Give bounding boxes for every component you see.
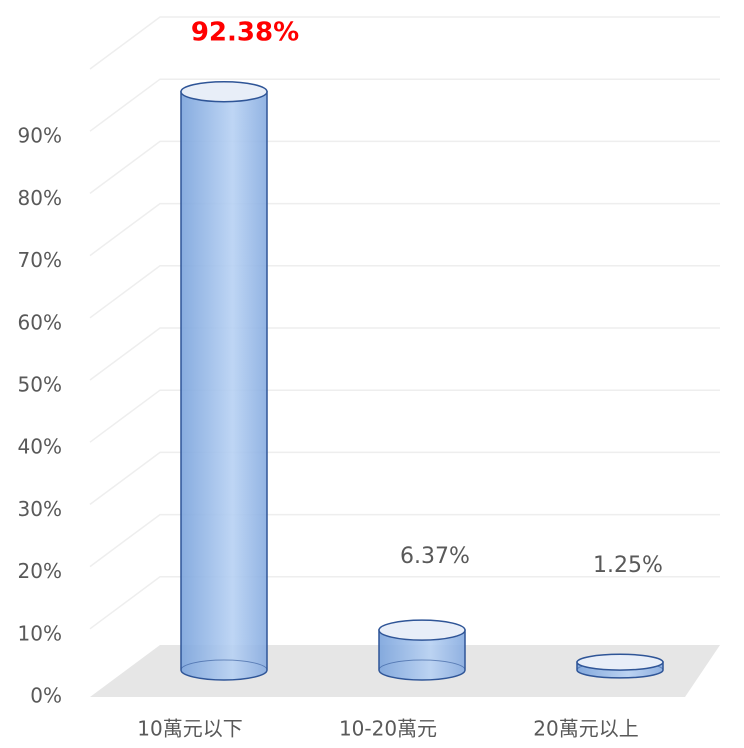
cylinder-part <box>576 653 664 671</box>
y-tick-label: 20% <box>18 559 62 583</box>
grid-line <box>89 327 720 381</box>
x-tick-label: 10-20萬元 <box>339 717 437 741</box>
y-tick-label: 60% <box>18 310 62 334</box>
value-label: 92.38% <box>191 18 299 48</box>
grid-line <box>89 202 720 257</box>
cylinder-part <box>180 90 268 681</box>
y-tick-label: 40% <box>18 435 62 459</box>
grid-line <box>89 78 720 132</box>
grid-line <box>89 576 720 630</box>
x-tick-label: 20萬元以上 <box>533 717 638 741</box>
y-tick-label: 90% <box>18 124 62 148</box>
grid-line <box>89 513 720 568</box>
y-tick-label: 10% <box>18 621 62 645</box>
y-tick-label: 80% <box>18 186 62 210</box>
grid-line <box>89 265 720 319</box>
cylinder-part <box>180 659 268 671</box>
value-label: 1.25% <box>593 553 663 578</box>
cylinder-part <box>378 629 466 681</box>
value-label: 6.37% <box>400 544 470 569</box>
cylinder <box>180 80 268 681</box>
cylinder-part <box>378 619 466 641</box>
grid-line <box>89 389 720 443</box>
grid-line <box>89 140 720 195</box>
y-tick-label: 30% <box>18 497 62 521</box>
cylinder-part <box>378 659 466 671</box>
x-tick-label: 10萬元以下 <box>137 717 242 741</box>
cylinder-part <box>180 80 268 103</box>
cylinder <box>378 619 466 681</box>
grid-line <box>89 16 720 70</box>
grid-line <box>89 451 720 506</box>
cylinder <box>576 653 664 679</box>
y-tick-label: 50% <box>18 373 62 397</box>
y-tick-label: 0% <box>30 684 62 708</box>
y-tick-label: 70% <box>18 248 62 272</box>
